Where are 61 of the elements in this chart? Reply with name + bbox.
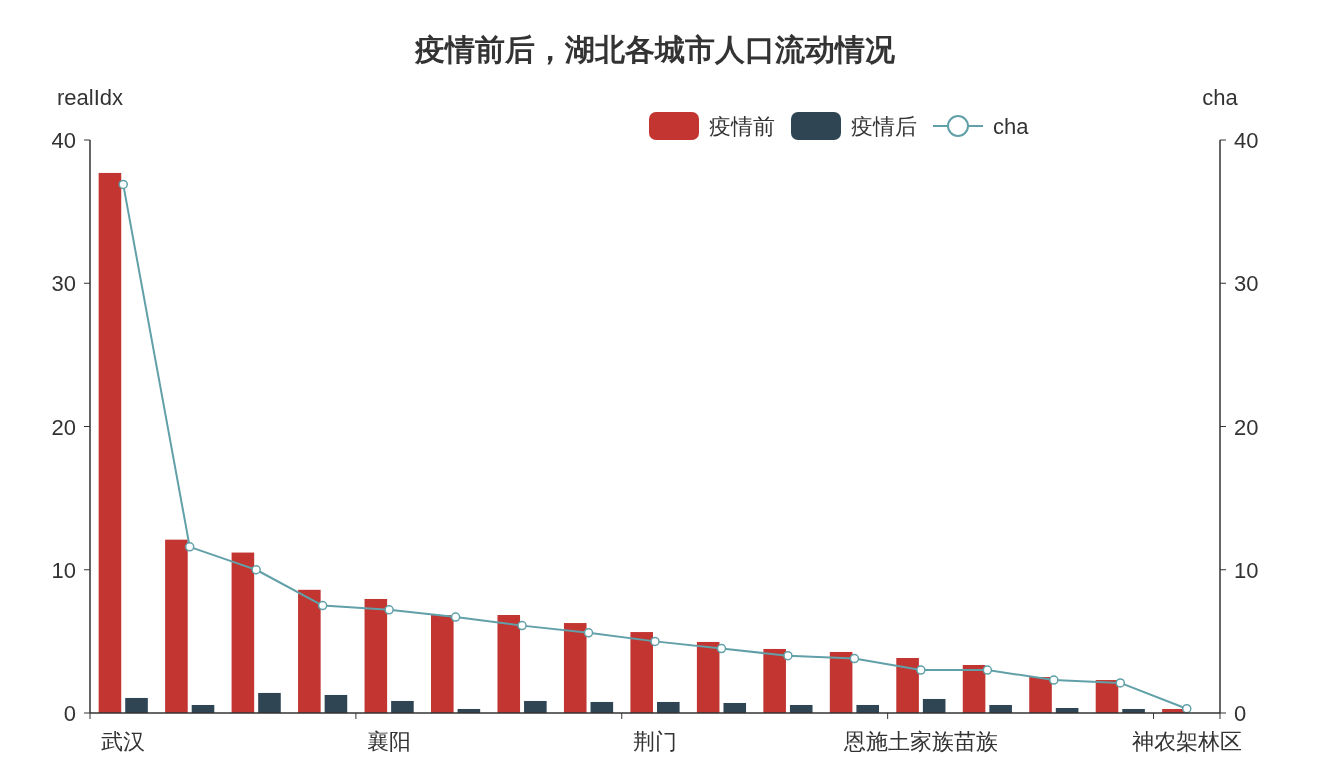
y2-tick-label: 20 — [1234, 414, 1259, 440]
bar — [231, 552, 255, 713]
bar — [723, 702, 747, 713]
bar — [962, 665, 986, 713]
point — [1182, 703, 1192, 714]
bar — [431, 615, 454, 713]
y-tick-label: 0 — [63, 701, 76, 726]
point — [450, 612, 461, 622]
y2-tick-label: 30 — [1234, 271, 1259, 297]
point — [317, 600, 328, 611]
point — [184, 542, 195, 552]
bar — [364, 598, 388, 713]
legend-label: 疫情后 — [851, 114, 917, 139]
point — [118, 179, 128, 190]
bar — [1029, 677, 1052, 713]
bar — [391, 700, 414, 713]
point — [716, 643, 727, 654]
bar — [258, 692, 281, 713]
y-tick-label: 20 — [51, 414, 76, 440]
point — [849, 653, 860, 664]
bar — [696, 641, 720, 713]
y-tick-label: 10 — [51, 557, 76, 583]
bar — [563, 623, 587, 713]
point — [384, 605, 394, 615]
x-tick-label: 恩施土家族苗族 — [842, 729, 998, 754]
point — [251, 565, 261, 575]
bar — [657, 701, 680, 713]
point — [982, 665, 993, 675]
bar — [497, 615, 521, 713]
x-tick-label: 襄阳 — [367, 729, 412, 754]
legend-label: 疫情前 — [709, 114, 775, 139]
legend-label: cha — [993, 114, 1030, 139]
y2-tick-label: 40 — [1234, 128, 1259, 153]
y-tick-label: 40 — [51, 128, 76, 153]
x-tick-label: 神农架林区 — [1131, 729, 1242, 754]
bar — [763, 648, 786, 713]
bar — [922, 698, 946, 713]
bar — [630, 632, 653, 713]
bar — [98, 172, 122, 713]
x-tick-label: 武汉 — [101, 729, 146, 754]
y2-axis-title: cha — [1202, 85, 1239, 110]
bar — [125, 697, 148, 713]
bar — [524, 700, 547, 713]
bar — [298, 589, 321, 713]
point — [517, 620, 527, 631]
point — [583, 628, 594, 638]
y-tick-label: 30 — [51, 271, 76, 297]
chart-title: 疫情前后，湖北各城市人口流动情况 — [414, 33, 896, 66]
bar — [324, 694, 348, 713]
bar — [829, 651, 853, 713]
y2-tick-label: 10 — [1234, 557, 1259, 583]
point — [650, 636, 660, 647]
bar — [165, 539, 188, 713]
y-axis-title: realIdx — [56, 85, 124, 110]
point — [1115, 678, 1126, 688]
bar — [896, 657, 919, 713]
point — [1049, 675, 1059, 685]
y2-tick-label: 0 — [1234, 701, 1247, 726]
x-tick-label: 荆门 — [633, 729, 677, 754]
point — [783, 650, 793, 661]
point — [916, 665, 926, 675]
